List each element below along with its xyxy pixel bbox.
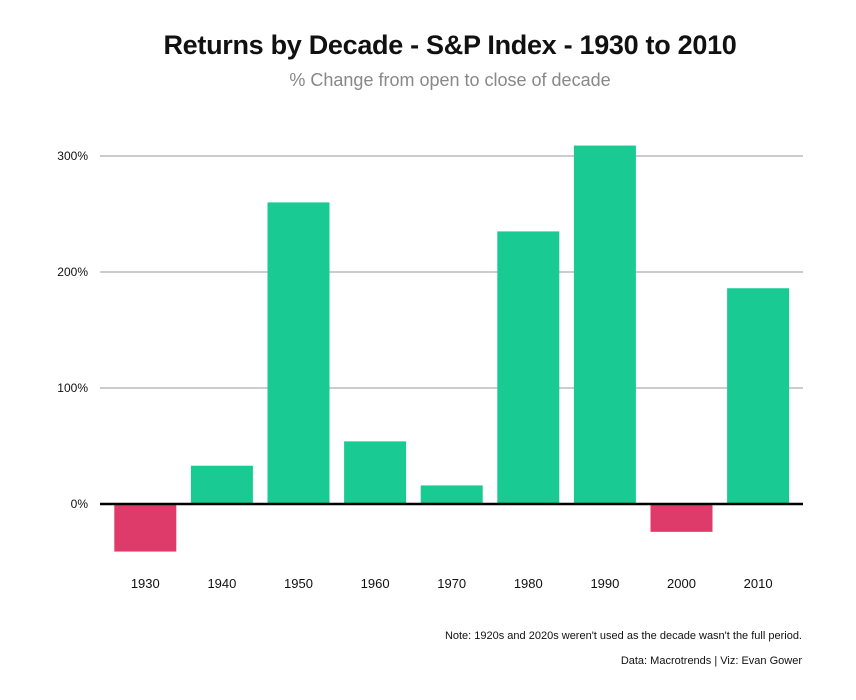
bar (420, 485, 483, 504)
chart-title: Returns by Decade - S&P Index - 1930 to … (163, 30, 737, 60)
bar (727, 288, 790, 504)
bar (190, 465, 253, 504)
source-credit: Data: Macrotrends | Viz: Evan Gower (620, 655, 802, 667)
x-tick-label: 1970 (437, 576, 466, 591)
x-tick-label: 1990 (590, 576, 619, 591)
bar (650, 504, 713, 532)
bar (497, 231, 560, 504)
y-tick-label: 0% (71, 497, 89, 511)
x-tick-label: 1980 (514, 576, 543, 591)
bar (344, 441, 407, 504)
y-tick-label: 100% (57, 381, 88, 395)
x-tick-label: 1950 (284, 576, 313, 591)
chart-subtitle: % Change from open to close of decade (289, 70, 611, 90)
x-tick-label: 1960 (361, 576, 390, 591)
footnote: Note: 1920s and 2020s weren't used as th… (444, 630, 802, 642)
x-tick-label: 2000 (667, 576, 696, 591)
bar (114, 504, 177, 552)
y-tick-label: 200% (57, 265, 88, 279)
bar (267, 202, 330, 504)
x-tick-label: 1930 (131, 576, 160, 591)
y-tick-label: 300% (57, 149, 88, 163)
x-tick-label: 1940 (207, 576, 236, 591)
x-tick-label: 2010 (744, 576, 773, 591)
bar (573, 145, 636, 504)
